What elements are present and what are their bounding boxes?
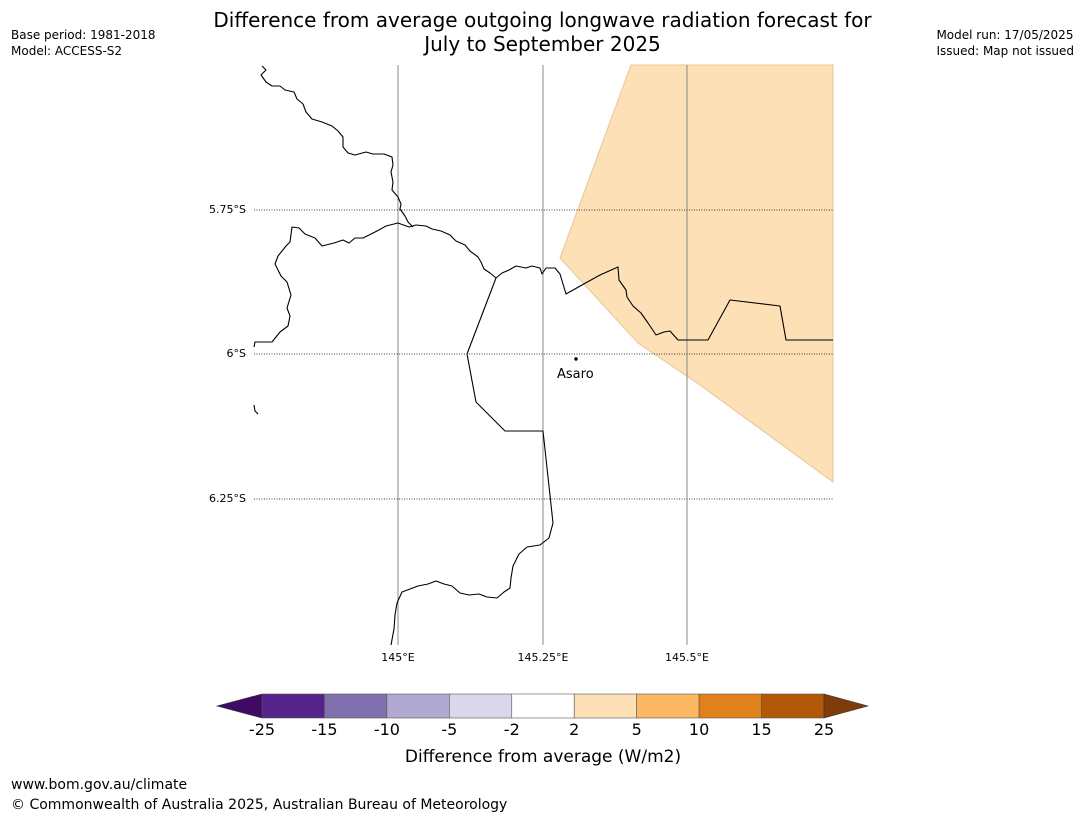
lat-label-6-25: 6.25°S	[209, 492, 246, 505]
page-title: Difference from average outgoing longwav…	[0, 8, 1085, 56]
footer-url: www.bom.gov.au/climate	[11, 777, 188, 793]
boundary-west-fragment	[253, 404, 259, 415]
colorbar-segment	[511, 693, 575, 719]
boundary-north-west	[260, 65, 414, 228]
colorbar-segment	[324, 693, 388, 719]
colorbar-label: Difference from average (W/m2)	[405, 747, 681, 767]
colorbar-tick-label: 25	[814, 720, 834, 739]
place-marker-asaro	[574, 357, 578, 361]
colorbar-extend-low	[215, 693, 263, 719]
colorbar-segment	[261, 693, 325, 719]
colorbar-segment	[449, 693, 513, 719]
footer: www.bom.gov.au/climate © Commonwealth of…	[11, 775, 507, 815]
colorbar-segment	[386, 693, 450, 719]
colorbar-tick-label: -10	[374, 720, 400, 739]
anomaly-region	[559, 64, 834, 483]
colorbar-tick-label: -5	[441, 720, 457, 739]
lon-label-145-25: 145.25°E	[518, 651, 569, 664]
colorbar-extend-high	[823, 693, 870, 719]
colorbar: -25 -15 -10 -5 -2 2 5 10 15 25	[215, 693, 870, 739]
colorbar-tick-label: 10	[689, 720, 709, 739]
colorbar-segment	[761, 693, 825, 719]
lon-label-145: 145°E	[381, 651, 414, 664]
lat-label-5-75: 5.75°S	[209, 203, 246, 216]
model-name: Model: ACCESS-S2	[11, 44, 123, 58]
province-boundaries	[253, 65, 833, 646]
lon-label-145-5: 145.5°E	[665, 651, 709, 664]
meta-left: Base period: 1981-2018 Model: ACCESS-S2	[11, 27, 156, 59]
colorbar-segment	[573, 693, 637, 719]
title-line-2: July to September 2025	[424, 32, 661, 56]
place-label-asaro: Asaro	[557, 367, 594, 382]
colorbar-segment	[698, 693, 762, 719]
boundary-central	[253, 222, 833, 348]
colorbar-tick-label: 5	[632, 720, 642, 739]
meta-right: Model run: 17/05/2025 Issued: Map not is…	[936, 27, 1074, 59]
colorbar-tick-label: -25	[249, 720, 275, 739]
model-run: Model run: 17/05/2025	[936, 28, 1074, 42]
base-period: Base period: 1981-2018	[11, 28, 156, 42]
boundary-south	[390, 277, 554, 646]
footer-copyright: © Commonwealth of Australia 2025, Austra…	[11, 797, 508, 813]
colorbar-segment	[636, 693, 700, 719]
lat-label-6: 6°S	[227, 347, 246, 360]
colorbar-tick-label: 2	[569, 720, 579, 739]
title-line-1: Difference from average outgoing longwav…	[213, 8, 872, 32]
issued-status: Issued: Map not issued	[936, 44, 1074, 58]
colorbar-tick-label: -15	[311, 720, 337, 739]
colorbar-tick-label: -2	[504, 720, 520, 739]
colorbar-tick-label: 15	[751, 720, 771, 739]
